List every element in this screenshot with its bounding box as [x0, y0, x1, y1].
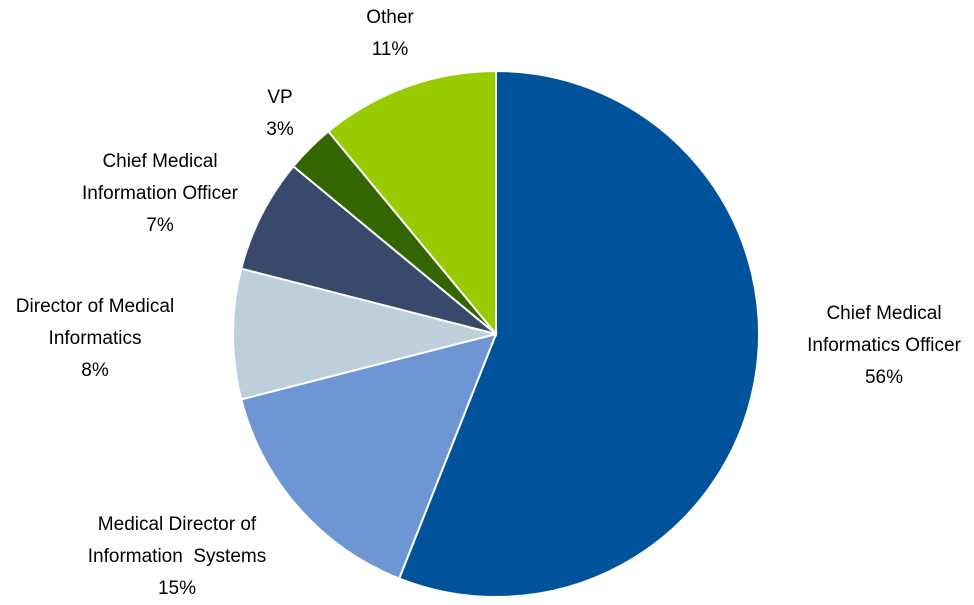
value-label: 56%	[864, 367, 904, 388]
category-label: VP	[267, 87, 293, 108]
category-label: Chief Medical Informatics Officer	[807, 303, 961, 356]
pie-slice	[232, 267, 497, 401]
value-label: 7%	[146, 215, 174, 236]
slice-label: Chief Medical Informatics Officer 56%	[807, 298, 961, 394]
category-label: Medical Director of Information Systems	[87, 514, 267, 567]
pie-slice	[240, 164, 497, 335]
slice-label: Chief Medical Information Officer 7%	[82, 146, 238, 242]
category-label: Chief Medical Information Officer	[82, 151, 238, 204]
category-label: Other	[366, 7, 414, 28]
value-label: 15%	[157, 578, 197, 599]
pie-slice	[326, 69, 497, 337]
value-label: 11%	[371, 39, 409, 60]
slice-label: Other 11%	[366, 2, 414, 66]
pie-slice	[397, 69, 760, 598]
pie-slice	[240, 332, 498, 580]
slice-label: Director of Medical Informatics 8%	[16, 291, 174, 387]
value-label: 8%	[81, 360, 109, 381]
slice-label: Medical Director of Information Systems 1…	[88, 509, 266, 605]
slice-label: VP 3%	[266, 82, 293, 146]
value-label: 3%	[266, 119, 294, 140]
category-label: Director of Medical Informatics	[15, 296, 175, 349]
